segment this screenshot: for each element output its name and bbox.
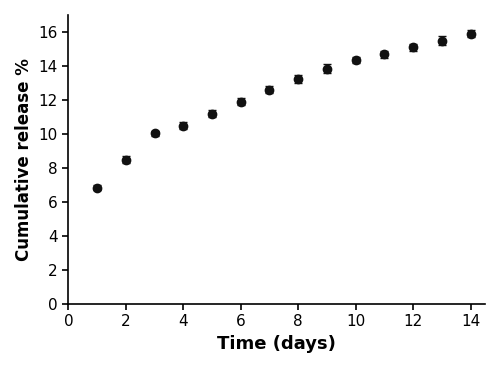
X-axis label: Time (days): Time (days) xyxy=(217,335,336,353)
Y-axis label: Cumulative release %: Cumulative release % xyxy=(15,58,33,261)
